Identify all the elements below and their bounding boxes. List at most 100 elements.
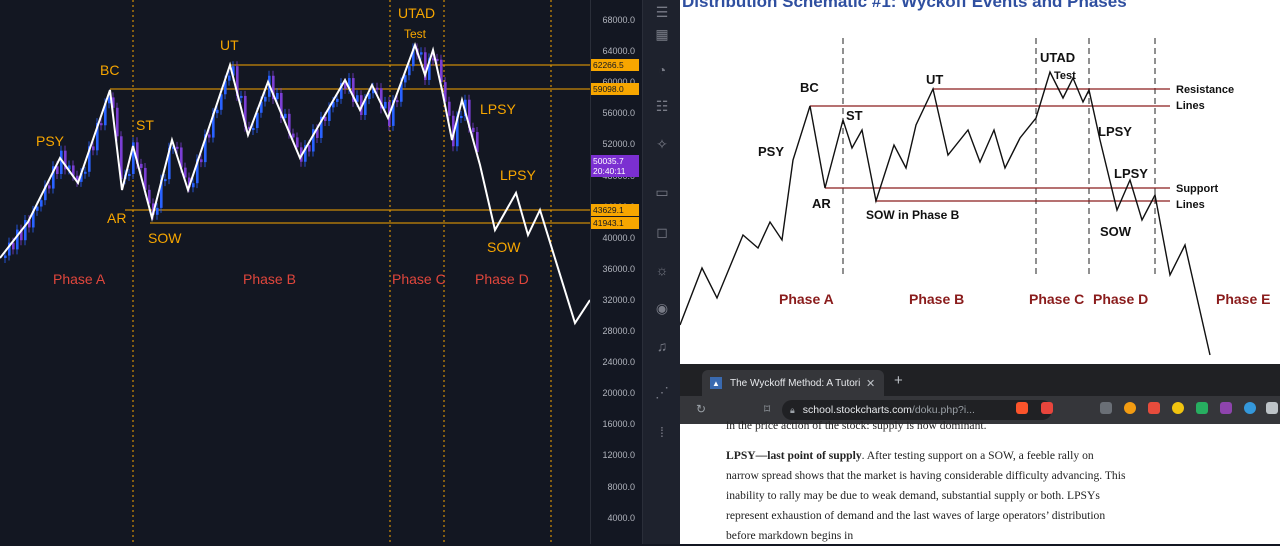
schematic-label-ut: UT <box>926 72 943 87</box>
schematic-label-psy: PSY <box>758 144 784 159</box>
price-tick-label: 68000.0 <box>602 15 635 25</box>
grid-dots-icon[interactable]: ⁞ <box>660 424 664 440</box>
candle <box>252 128 255 131</box>
candlestick-chart-svg[interactable]: PSY BC ST AR SOW UT UTAD Test LPSY LPSY … <box>0 0 590 544</box>
event-label-utad: UTAD <box>398 5 435 21</box>
chat-icon[interactable]: ▭ <box>655 183 669 200</box>
browser-tab-active[interactable]: ▲ The Wyckoff Method: A Tutorial ✕ <box>702 370 884 396</box>
reload-icon[interactable]: ↻ <box>696 402 707 416</box>
candle <box>112 97 115 108</box>
lightbulb-icon[interactable]: ✧ <box>656 135 668 152</box>
candle <box>108 97 111 104</box>
schematic-label-support-lines: Lines <box>1176 199 1205 211</box>
close-tab-icon[interactable]: ✕ <box>866 377 876 390</box>
article-line-top: in the price action of the stock: supply… <box>726 419 987 432</box>
idea-icon[interactable]: ☼ <box>655 262 669 278</box>
candle <box>448 101 451 116</box>
event-label-sow: SOW <box>148 230 182 246</box>
price-tick-label: 16000.0 <box>602 419 635 430</box>
trend-tool-icon[interactable]: ⋰ <box>655 383 669 400</box>
price-tag-current: 50035.7 20:40:11 <box>591 155 639 177</box>
brave-shield-icon[interactable] <box>1016 402 1028 414</box>
candle <box>204 134 207 163</box>
candle <box>120 136 123 180</box>
schematic-phase-e: Phase E <box>1216 291 1270 307</box>
candle <box>168 147 171 180</box>
candle <box>436 58 439 61</box>
candle <box>364 99 367 115</box>
candle <box>260 101 263 113</box>
candle <box>184 167 187 178</box>
pie-icon[interactable]: ◔ <box>657 62 667 78</box>
candle <box>336 98 339 102</box>
bell-icon[interactable]: ♫ <box>656 338 668 354</box>
candle <box>368 93 371 100</box>
chrome-extension-icon[interactable] <box>1172 402 1184 414</box>
calendar-icon[interactable]: ▦ <box>655 25 669 42</box>
price-tag-resistance-low: 59098.0 <box>591 83 639 95</box>
price-tag-support-low: 41943.1 <box>591 217 639 229</box>
phase-label-d: Phase D <box>475 271 529 287</box>
new-tab-icon[interactable]: + <box>894 372 903 389</box>
price-tick-label: 40000.0 <box>602 232 635 243</box>
candle <box>92 146 95 151</box>
candle <box>100 123 103 126</box>
price-tag-resistance-high: 62266.5 <box>591 59 639 71</box>
price-axis[interactable]: 4000.0 8000.0 12000.0 16000.0 20000.0 24000.0… <box>590 0 643 544</box>
price-chart[interactable]: PSY BC ST AR SOW UT UTAD Test LPSY LPSY … <box>0 0 590 544</box>
menu-icon[interactable]: ☰ <box>655 3 669 20</box>
address-bar[interactable]: 🔒︎ school.stockcharts.com/doku.php?i... <box>782 400 1052 420</box>
candle-countdown: 20:40:11 <box>593 166 626 176</box>
wyckoff-schematic-line <box>0 41 590 326</box>
tab-title: The Wyckoff Method: A Tutorial <box>730 377 860 389</box>
lock-icon: 🔒︎ <box>790 404 795 415</box>
event-label-psy: PSY <box>36 133 65 149</box>
url-text: school.stockcharts.com/doku.php?i... <box>803 404 1033 416</box>
candle <box>352 78 355 102</box>
flame-extension-icon[interactable] <box>1148 402 1160 414</box>
price-tag-support-high: 43629.1 <box>591 204 639 216</box>
schematic-svg: BC PSY AR ST SOW in Phase B UT UTAD Test… <box>680 38 1270 356</box>
color-extension-icon[interactable] <box>1244 402 1256 414</box>
candle <box>84 171 87 174</box>
r-extension-icon[interactable] <box>1220 402 1232 414</box>
candle <box>40 200 43 207</box>
puzzle-extensions-icon[interactable] <box>1266 402 1278 414</box>
candle <box>192 183 195 188</box>
schematic-label-st: ST <box>846 108 863 123</box>
list-icon[interactable]: ☷ <box>655 97 669 114</box>
schematic-label-lpsy-1: LPSY <box>1098 124 1132 139</box>
candle <box>76 175 79 182</box>
candle <box>56 166 59 174</box>
candle <box>340 83 343 99</box>
candle <box>476 132 479 153</box>
event-label-st: ST <box>136 117 154 133</box>
candle <box>240 95 243 98</box>
pen-extension-icon[interactable] <box>1196 402 1208 414</box>
brave-rewards-icon[interactable] <box>1041 402 1053 414</box>
article-text: in the price action of the stock: supply… <box>726 419 1126 546</box>
browser-tabbar: ▲ The Wyckoff Method: A Tutorial ✕ + <box>680 364 1280 396</box>
candle <box>52 166 55 189</box>
price-tick-label: 32000.0 <box>602 294 635 305</box>
candle <box>456 116 459 147</box>
camera-extension-icon[interactable] <box>1100 402 1112 414</box>
bookmark-icon[interactable]: ⌑ <box>764 402 771 416</box>
candle <box>312 129 315 152</box>
article-paragraph: LPSY—last point of supply. After testing… <box>726 446 1126 546</box>
candle <box>332 101 335 108</box>
broadcast-icon[interactable]: ◉ <box>655 299 669 316</box>
play-extension-icon[interactable] <box>1124 402 1136 414</box>
candle <box>296 137 299 148</box>
price-tick-label: 64000.0 <box>602 46 635 57</box>
candle <box>228 75 231 81</box>
schematic-label-utad: UTAD <box>1040 50 1075 65</box>
chat-bubble-icon[interactable]: ◻ <box>656 223 668 240</box>
candle <box>156 207 159 215</box>
candle <box>116 107 119 137</box>
candle <box>12 242 15 250</box>
candle <box>356 95 359 102</box>
candle <box>216 109 219 114</box>
candle <box>140 163 143 168</box>
candle <box>24 220 27 241</box>
